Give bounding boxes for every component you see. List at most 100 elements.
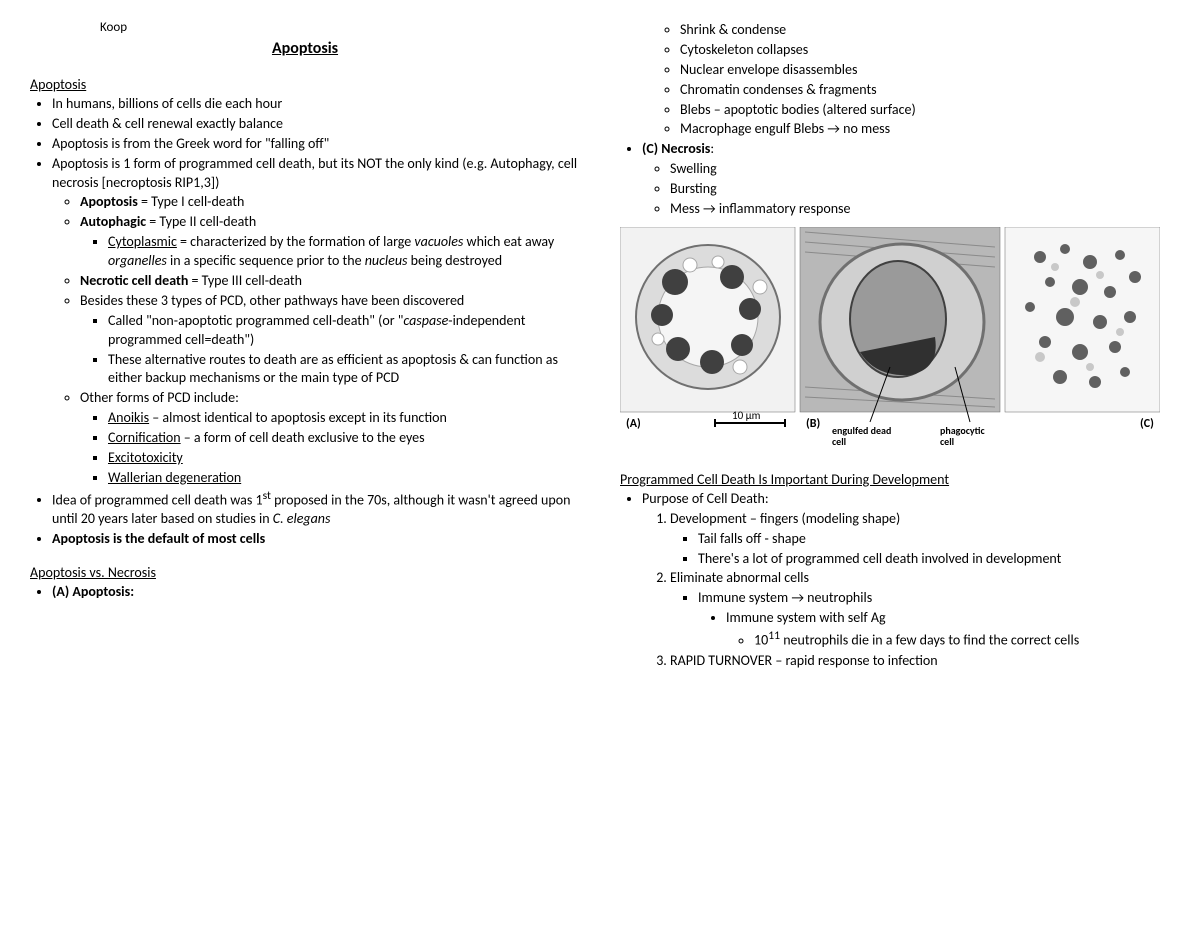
annot-engulfed: engulfed deadcell [832,424,891,448]
list-item: Apoptosis is from the Greek word for "fa… [52,135,580,154]
list-item: (A) Apoptosis: [52,583,580,602]
bold-text: (A) Apoptosis: [52,583,134,600]
text: Besides these 3 types of PCD, other path… [80,292,464,309]
text: in a specific sequence prior to the [167,252,365,269]
superscript: st [263,489,271,503]
text: Eliminate abnormal cells [670,569,809,586]
list-item: These alternative routes to death are as… [108,351,580,389]
list-item: Apoptosis = Type I cell-death [80,193,580,212]
list-item: Autophagic = Type II cell-death Cytoplas… [80,213,580,271]
list-apoptosis: In humans, billions of cells die each ho… [52,95,580,549]
list-item: Cytoskeleton collapses [680,41,1170,60]
list-item: Eliminate abnormal cells Immune system →… [670,569,1170,650]
section-title-development: Programmed Cell Death Is Important Durin… [620,471,1170,488]
text: Immune system → neutrophils [698,589,872,606]
list-item: Immune system → neutrophils Immune syste… [698,589,1170,650]
text: = Type II cell-death [146,213,256,230]
list-vs-necrosis: (A) Apoptosis: [52,583,580,602]
bold-text: (C) Necrosis [642,140,710,157]
list-item: (C) Necrosis: Swelling Bursting Mess → i… [642,140,1170,219]
list-item: Cornification – a form of cell death exc… [108,429,580,448]
text: which eat away [463,233,554,250]
list-item: Purpose of Cell Death: Development – fin… [642,490,1170,671]
list-item: Mess → inflammatory response [670,200,1170,219]
list-necrosis: (C) Necrosis: Swelling Bursting Mess → i… [642,140,1170,219]
list-item: Shrink & condense [680,21,1170,40]
list-item: Apoptosis is 1 form of programmed cell d… [52,155,580,488]
microscopy-figure: (A) 10 µm [620,227,1170,457]
list-development: Purpose of Cell Death: Development – fin… [642,490,1170,671]
annot-phagocytic: phagocyticcell [940,424,986,448]
list-item: Swelling [670,160,1170,179]
text: = Type III cell-death [188,272,302,289]
text: Called "non-apoptotic programmed cell-de… [108,312,403,329]
text: being destroyed [407,252,502,269]
text: Immune system with self Ag [726,609,886,626]
sublist: Swelling Bursting Mess → inflammatory re… [670,160,1170,219]
sublist: Anoikis – almost identical to apoptosis … [108,409,580,488]
list-item: Called "non-apoptotic programmed cell-de… [108,312,580,350]
panel-c-label: (C) [1140,417,1154,431]
italic-text: caspase [403,312,448,329]
text: Other forms of PCD include: [80,389,239,406]
list-item: 1011 neutrophils die in a few days to fi… [754,629,1170,651]
left-column: Koop Apoptosis Apoptosis In humans, bill… [30,20,580,672]
text: Idea of programmed cell death was 1 [52,491,263,508]
underline-text: Anoikis [108,409,149,426]
list-item: Idea of programmed cell death was 1st pr… [52,489,580,529]
numbered-list: Development – fingers (modeling shape) T… [670,510,1170,671]
list-item: Cytoplasmic = characterized by the forma… [108,233,580,271]
text: Purpose of Cell Death: [642,490,769,507]
list-item: Other forms of PCD include: Anoikis – al… [80,389,580,487]
list-item: Chromatin condenses & fragments [680,81,1170,100]
scale-label: 10 µm [732,409,761,422]
panel-c: (C) [1005,227,1160,431]
sublist: Tail falls off - shape There's a lot of … [698,530,1170,569]
text: – a form of cell death exclusive to the … [181,429,425,446]
italic-text: nucleus [365,252,408,269]
sublist: Cytoplasmic = characterized by the forma… [108,233,580,271]
list-item: Apoptosis is the default of most cells [52,530,580,549]
italic-text: organelles [108,252,167,269]
sublist: 1011 neutrophils die in a few days to fi… [754,629,1170,651]
list-item: Development – fingers (modeling shape) T… [670,510,1170,569]
italic-text: C. elegans [273,510,331,527]
list-item: Blebs – apoptotic bodies (altered surfac… [680,101,1170,120]
list-item: Anoikis – almost identical to apoptosis … [108,409,580,428]
list-apoptosis-features: Shrink & condense Cytoskeleton collapses… [680,21,1170,139]
list-item: Tail falls off - shape [698,530,1170,549]
right-column: Shrink & condense Cytoskeleton collapses… [620,20,1170,672]
panel-b-label: (B) [806,417,820,431]
sublist: Immune system with self Ag 1011 neutroph… [726,609,1170,650]
text: = Type I cell-death [138,193,245,210]
page: Koop Apoptosis Apoptosis In humans, bill… [0,0,1200,692]
main-title: Apoptosis [30,39,580,58]
italic-text: vacuoles [414,233,463,250]
bold-text: Apoptosis is the default of most cells [52,530,265,547]
list-item: Excitotoxicity [108,449,580,468]
figure-svg: (A) 10 µm [620,227,1160,457]
bold-text: Necrotic cell death [80,272,188,289]
text: – almost identical to apoptosis except i… [149,409,447,426]
text: 10 [754,632,768,649]
list-item: Cell death & cell renewal exactly balanc… [52,115,580,134]
list-item: There's a lot of programmed cell death i… [698,550,1170,569]
panel-a: (A) 10 µm [620,227,795,431]
list-item: Immune system with self Ag 1011 neutroph… [726,609,1170,650]
list-item: Wallerian degeneration [108,469,580,488]
text: neutrophils die in a few days to find th… [780,632,1079,649]
superscript: 11 [768,629,780,643]
text: : [710,140,714,157]
author-name: Koop [100,20,580,35]
list-item: Besides these 3 types of PCD, other path… [80,292,580,388]
list-item: Nuclear envelope disassembles [680,61,1170,80]
underline-text: Cytoplasmic [108,233,177,250]
list-item: Macrophage engulf Blebs → no mess [680,120,1170,139]
list-item: Necrotic cell death = Type III cell-deat… [80,272,580,291]
text: Apoptosis is 1 form of programmed cell d… [52,155,577,191]
text: Development – fingers (modeling shape) [670,510,900,527]
sublist: Apoptosis = Type I cell-death Autophagic… [80,193,580,487]
sublist: Called "non-apoptotic programmed cell-de… [108,312,580,389]
underline-text: Cornification [108,429,181,446]
text: = characterized by the formation of larg… [177,233,415,250]
